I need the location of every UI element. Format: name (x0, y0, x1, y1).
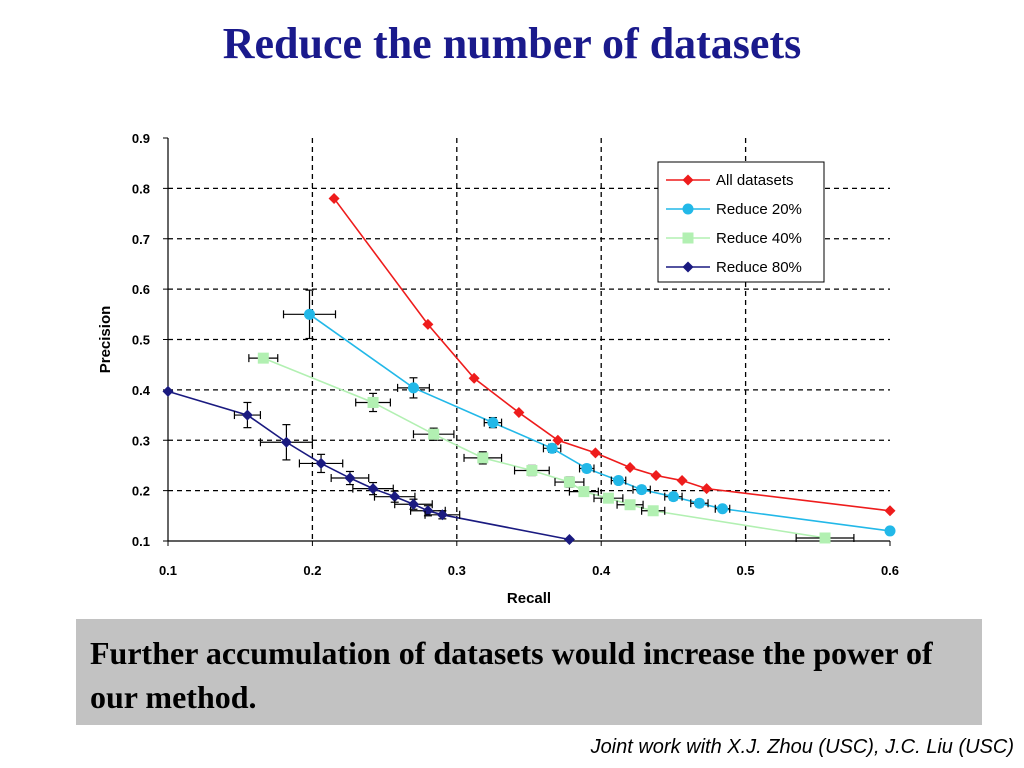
y-tick-label: 0.4 (132, 383, 151, 398)
data-point (407, 382, 419, 394)
data-point (716, 503, 728, 515)
data-point (676, 475, 688, 487)
data-point (667, 491, 679, 503)
y-tick-label: 0.6 (132, 282, 150, 297)
legend-marker (682, 174, 694, 186)
data-point (563, 533, 575, 545)
data-point (581, 462, 593, 474)
axes (163, 137, 891, 546)
x-tick-label: 0.2 (303, 563, 321, 578)
data-point (701, 483, 713, 495)
credit-line: Joint work with X.J. Zhou (USC), J.C. Li… (590, 736, 1014, 758)
x-tick-label: 0.4 (592, 563, 611, 578)
y-axis-title: Precision (97, 306, 114, 374)
data-point (526, 464, 538, 476)
data-point (328, 192, 340, 204)
series-all-datasets (328, 192, 896, 517)
x-tick-label: 0.3 (448, 563, 466, 578)
chart: 0.1 0.2 0.3 0.4 0.5 0.6 0.1 0.2 0.3 0.4 0.5 0.6 0.7 0… (88, 118, 940, 623)
data-point (578, 486, 590, 498)
data-point (367, 483, 379, 495)
legend-marker (682, 232, 694, 244)
y-tick-label: 0.1 (132, 534, 150, 549)
data-point (819, 532, 831, 544)
data-point (613, 475, 625, 487)
data-point (477, 452, 489, 464)
y-tick-label: 0.7 (132, 232, 150, 247)
data-point (422, 505, 434, 517)
data-point (257, 352, 269, 364)
data-point (422, 318, 434, 330)
x-tick-label: 0.1 (159, 563, 177, 578)
data-point (241, 409, 253, 421)
data-point (636, 484, 648, 496)
data-point (546, 442, 558, 454)
data-point (884, 505, 896, 517)
data-point (468, 372, 480, 384)
legend-label: Reduce 40% (716, 230, 802, 247)
data-point (884, 525, 896, 537)
data-point (563, 476, 575, 488)
series (162, 192, 896, 545)
legend-label: Reduce 20% (716, 201, 802, 218)
legend-marker (682, 261, 694, 273)
data-point (487, 417, 499, 429)
data-point (624, 461, 636, 473)
data-point (513, 407, 525, 419)
legend-label: Reduce 80% (716, 259, 802, 276)
y-tick-label: 0.3 (132, 433, 150, 448)
y-tick-label: 0.9 (132, 131, 150, 146)
y-tick-label: 0.8 (132, 181, 150, 196)
data-point (304, 308, 316, 320)
data-point (280, 436, 292, 448)
data-point (552, 434, 564, 446)
data-point (650, 470, 662, 482)
series-reduce-40- (248, 352, 855, 544)
chart-svg: 0.1 0.2 0.3 0.4 0.5 0.6 0.1 0.2 0.3 0.4 0.5 0.6 0.7 0… (88, 118, 940, 623)
data-point (624, 499, 636, 511)
data-point (693, 497, 705, 509)
data-point (602, 492, 614, 504)
legend-marker (682, 203, 694, 215)
data-point (367, 396, 379, 408)
legend-label: All datasets (716, 172, 794, 189)
y-tick-label: 0.5 (132, 333, 150, 348)
slide-title: Reduce the number of datasets (222, 19, 802, 68)
callout-box: Further accumulation of datasets would i… (76, 619, 982, 725)
y-tick-label: 0.2 (132, 484, 150, 499)
tick-labels: 0.1 0.2 0.3 0.4 0.5 0.6 0.1 0.2 0.3 0.4 0.5 0.6 0.7 0… (132, 131, 899, 578)
x-tick-label: 0.6 (881, 563, 899, 578)
data-point (589, 447, 601, 459)
x-axis-title: Recall (507, 590, 551, 607)
series-reduce-80- (162, 385, 575, 545)
legend: All datasets Reduce 20% Reduce 40% Reduce 8… (657, 161, 825, 283)
data-point (647, 505, 659, 517)
callout-text: Further accumulation of datasets would i… (90, 635, 933, 715)
x-tick-label: 0.5 (737, 563, 755, 578)
data-point (389, 491, 401, 503)
series-reduce-20- (282, 289, 896, 537)
grid (168, 138, 890, 541)
data-point (428, 428, 440, 440)
data-point (315, 457, 327, 469)
data-point (344, 472, 356, 484)
data-point (162, 385, 174, 397)
data-point (436, 509, 448, 521)
